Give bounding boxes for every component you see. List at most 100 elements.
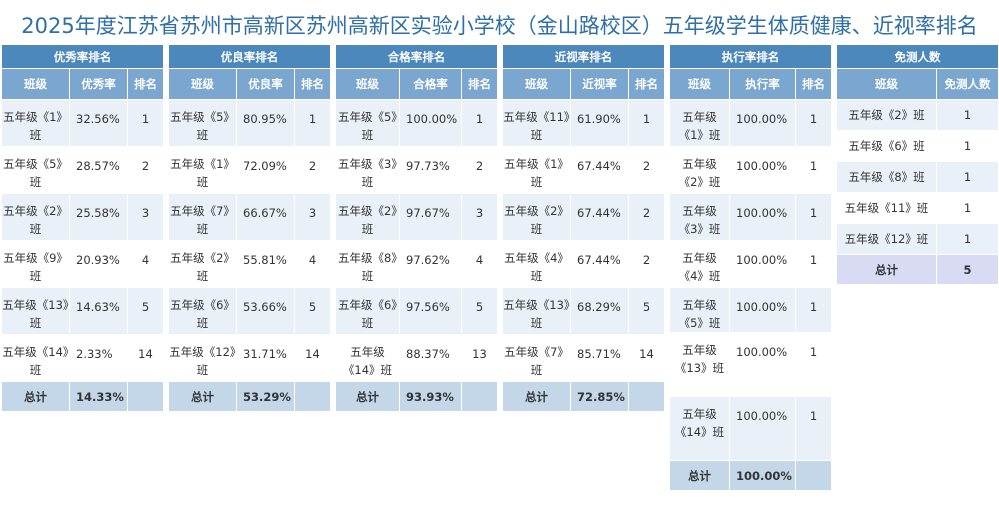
exempt-count-table: 免测人数 班级 免测人数 五年级《2》班 1 五年级《6》班 1 五年级《8》班 1 …	[836, 44, 999, 285]
rank-cell: 3	[127, 193, 164, 241]
class-cell: 五年级《8》班	[836, 161, 937, 193]
rank-cell: 4	[127, 240, 164, 288]
total-value: 93.93%	[399, 381, 462, 412]
total-label: 总计	[168, 381, 237, 412]
value-cell: 28.57%	[69, 146, 128, 194]
column-header: 执行率	[729, 68, 796, 100]
class-cell: 五年级《9》班	[1, 240, 70, 288]
class-cell: 五年级《3》班	[335, 146, 400, 194]
rank-cell: 1	[795, 99, 832, 147]
class-cell: 五年级《11》班	[502, 99, 571, 147]
column-header: 班级	[168, 68, 237, 100]
rank-cell: 1	[795, 240, 832, 288]
column-header: 排名	[127, 68, 164, 100]
rank-cell: 14	[628, 334, 665, 382]
rank-cell: 5	[628, 287, 665, 335]
class-cell: 五年级《1》班	[502, 146, 571, 194]
rank-cell: 2	[294, 146, 331, 194]
class-cell: 五年级《13》班	[1, 287, 70, 335]
rank-cell: 5	[294, 287, 331, 335]
value-cell: 100.00%	[729, 146, 796, 194]
value-cell: 1	[936, 223, 999, 255]
rank-cell: 14	[294, 334, 331, 382]
class-cell: 五年级《14》班	[1, 334, 70, 382]
class-cell: 五年级《5》班	[1, 146, 70, 194]
class-cell: 五年级《6》班	[168, 287, 237, 335]
rank-cell: 1	[461, 99, 498, 147]
class-cell: 五年级《5》班	[335, 99, 400, 147]
table-title: 合格率排名	[335, 44, 498, 69]
value-cell: 25.58%	[69, 193, 128, 241]
class-cell: 五年级《2》班	[1, 193, 70, 241]
class-cell: 五年级《2》班	[168, 240, 237, 288]
class-cell: 五年级《1》班	[168, 146, 237, 194]
column-header: 班级	[836, 68, 937, 100]
excellent-rate-table: 优秀率排名 班级 优秀率 排名 五年级《1》班 32.56% 1 五年级《5》班 28…	[1, 44, 164, 412]
value-cell: 1	[936, 161, 999, 193]
rank-cell: 5	[461, 287, 498, 335]
value-cell: 97.73%	[399, 146, 462, 194]
value-cell: 55.81%	[236, 240, 295, 288]
column-header: 班级	[669, 68, 730, 100]
pass-rate-table: 合格率排名 班级 合格率 排名 五年级《5》班 100.00% 1 五年级《3》班 9…	[335, 44, 498, 412]
table-title: 免测人数	[836, 44, 999, 69]
value-cell: 80.95%	[236, 99, 295, 147]
column-header: 优良率	[236, 68, 295, 100]
class-cell: 五年级《13》班	[669, 332, 730, 397]
value-cell: 100.00%	[729, 332, 796, 397]
column-header: 班级	[335, 68, 400, 100]
rank-cell: 1	[294, 99, 331, 147]
total-label: 总计	[502, 381, 571, 412]
total-label: 总计	[1, 381, 70, 412]
class-cell: 五年级《6》班	[836, 130, 937, 162]
class-cell: 五年级《11》班	[836, 192, 937, 224]
rank-cell: 3	[294, 193, 331, 241]
value-cell: 85.71%	[570, 334, 629, 382]
value-cell: 97.62%	[399, 240, 462, 288]
class-cell: 五年级《1》班	[669, 99, 730, 147]
value-cell: 53.66%	[236, 287, 295, 335]
value-cell: 67.44%	[570, 193, 629, 241]
value-cell: 72.09%	[236, 146, 295, 194]
class-cell: 五年级《7》班	[168, 193, 237, 241]
column-header: 班级	[1, 68, 70, 100]
value-cell: 31.71%	[236, 334, 295, 382]
value-cell: 97.67%	[399, 193, 462, 241]
class-cell: 五年级《12》班	[168, 334, 237, 382]
value-cell: 100.00%	[729, 240, 796, 288]
column-header: 合格率	[399, 68, 462, 100]
rank-cell: 1	[628, 99, 665, 147]
rank-cell: 4	[461, 240, 498, 288]
rank-cell: 2	[628, 240, 665, 288]
value-cell: 2.33%	[69, 334, 128, 382]
rank-cell: 1	[795, 287, 832, 333]
table-title: 近视率排名	[502, 44, 665, 69]
class-cell: 五年级《7》班	[502, 334, 571, 382]
rank-cell: 2	[628, 193, 665, 241]
value-cell: 32.56%	[69, 99, 128, 147]
total-value: 100.00%	[729, 460, 796, 491]
class-cell: 五年级《8》班	[335, 240, 400, 288]
rank-cell: 1	[127, 99, 164, 147]
class-cell: 五年级《4》班	[669, 240, 730, 288]
value-cell: 1	[936, 99, 999, 131]
page-title: 2025年度江苏省苏州市高新区苏州高新区实验小学校（金山路校区）五年级学生体质健…	[21, 14, 978, 38]
total-label: 总计	[335, 381, 400, 412]
class-cell: 五年级《14》班	[669, 396, 730, 461]
rank-cell: 2	[628, 146, 665, 194]
rank-cell: 3	[461, 193, 498, 241]
class-cell: 五年级《2》班	[335, 193, 400, 241]
total-label: 总计	[669, 460, 730, 491]
rank-cell: 14	[127, 334, 164, 382]
good-rate-table: 优良率排名 班级 优良率 排名 五年级《5》班 80.95% 1 五年级《1》班 72…	[168, 44, 331, 412]
column-header: 优秀率	[69, 68, 128, 100]
class-cell: 五年级《2》班	[836, 99, 937, 131]
value-cell: 14.63%	[69, 287, 128, 335]
rank-cell: 1	[795, 396, 832, 461]
total-label: 总计	[836, 254, 937, 285]
rank-cell: 1	[795, 146, 832, 194]
total-value: 53.29%	[236, 381, 295, 412]
value-cell: 1	[936, 192, 999, 224]
total-value: 5	[936, 254, 999, 285]
value-cell: 100.00%	[729, 193, 796, 241]
